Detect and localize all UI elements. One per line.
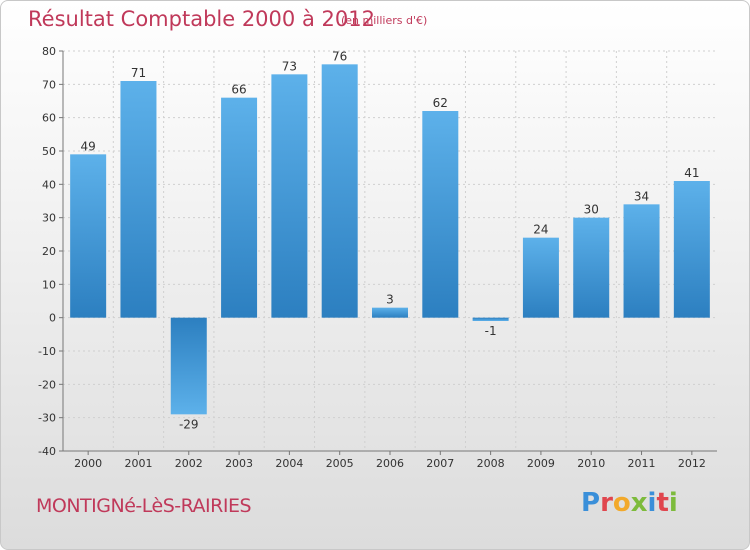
data-label: 76	[332, 49, 347, 63]
data-label: 41	[684, 166, 699, 180]
y-tick-label: 40	[42, 178, 56, 191]
y-tick-label: 60	[42, 112, 56, 125]
x-tick-label: 2007	[426, 457, 454, 470]
x-tick-label: 2005	[326, 457, 354, 470]
brand-letter: x	[630, 488, 648, 518]
brand-letter: t	[656, 488, 669, 518]
data-label: -29	[179, 417, 199, 431]
x-tick-label: 2001	[124, 457, 152, 470]
data-label: 24	[533, 223, 548, 237]
y-tick-label: -40	[38, 445, 56, 458]
brand-letter: i	[647, 488, 657, 518]
bar[interactable]	[623, 204, 660, 318]
proxiti-logo[interactable]: Proxiti	[581, 488, 678, 518]
data-label: 30	[584, 203, 599, 217]
bar[interactable]	[422, 111, 459, 318]
bar[interactable]	[70, 154, 107, 318]
y-tick-label: 50	[42, 145, 56, 158]
x-tick-label: 2008	[477, 457, 505, 470]
brand-letter: P	[581, 488, 601, 518]
x-tick-label: 2004	[275, 457, 303, 470]
x-tick-label: 2010	[577, 457, 605, 470]
bar[interactable]	[573, 217, 610, 318]
bar[interactable]	[472, 317, 509, 321]
x-tick-label: 2006	[376, 457, 404, 470]
brand-letter: o	[612, 488, 631, 518]
brand-letter: r	[600, 488, 613, 518]
y-tick-label: 0	[49, 312, 56, 325]
bar[interactable]	[170, 317, 207, 415]
y-tick-label: -30	[38, 412, 56, 425]
y-tick-label: -10	[38, 345, 56, 358]
x-tick-label: 2003	[225, 457, 253, 470]
bar[interactable]	[673, 181, 710, 318]
data-label: 49	[81, 139, 96, 153]
y-tick-label: 80	[42, 45, 56, 58]
chart-unit-label: (en milliers d'€)	[341, 14, 428, 27]
bar[interactable]	[120, 81, 157, 318]
bar[interactable]	[522, 237, 559, 318]
data-label: -1	[485, 324, 497, 338]
x-tick-label: 2011	[628, 457, 656, 470]
chart-title: Résultat Comptable 2000 à 2012	[28, 7, 375, 31]
x-tick-label: 2002	[175, 457, 203, 470]
data-label: 71	[131, 66, 146, 80]
x-tick-label: 2000	[74, 457, 102, 470]
data-label: 3	[386, 293, 394, 307]
x-tick-label: 2012	[678, 457, 706, 470]
x-tick-label: 2009	[527, 457, 555, 470]
commune-name: MONTIGNé-LèS-RAIRIES	[36, 495, 252, 517]
y-tick-label: 10	[42, 278, 56, 291]
bar[interactable]	[271, 74, 308, 318]
y-tick-label: 20	[42, 245, 56, 258]
bar[interactable]	[372, 307, 408, 318]
data-label: 34	[634, 189, 649, 203]
data-label: 73	[282, 59, 297, 73]
y-tick-label: -20	[38, 378, 56, 391]
data-label: 62	[433, 96, 448, 110]
brand-letter: i	[668, 488, 678, 518]
y-tick-label: 70	[42, 78, 56, 91]
bar[interactable]	[321, 64, 358, 318]
bar[interactable]	[221, 97, 258, 318]
y-tick-label: 30	[42, 212, 56, 225]
data-label: 66	[231, 83, 246, 97]
